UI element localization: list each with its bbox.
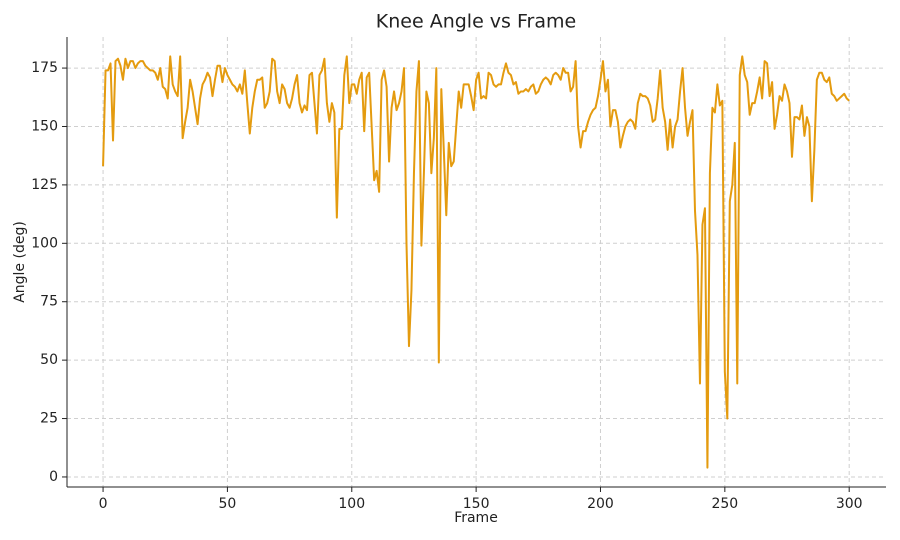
y-tick-label: 0: [49, 469, 58, 485]
data-line: [102, 55, 850, 469]
x-tick-label: 200: [587, 496, 614, 512]
y-tick-label: 50: [40, 352, 58, 368]
y-tick-label: 150: [31, 118, 58, 134]
x-tick-label: 100: [338, 496, 365, 512]
y-axis-label: Angle (deg): [12, 221, 28, 303]
y-tick-label: 125: [31, 177, 58, 193]
chart-title: Knee Angle vs Frame: [376, 11, 576, 33]
y-tick-label: 175: [31, 60, 58, 76]
x-tick-label: 50: [219, 496, 237, 512]
x-tick-label: 150: [463, 496, 490, 512]
x-axis-label: Frame: [454, 510, 498, 526]
x-tick-label: 250: [711, 496, 738, 512]
y-tick-label: 75: [40, 294, 58, 310]
y-tick-label: 25: [40, 411, 58, 427]
x-tick-label: 0: [99, 496, 108, 512]
x-tick-label: 300: [836, 496, 863, 512]
y-tick-label: 100: [31, 235, 58, 251]
